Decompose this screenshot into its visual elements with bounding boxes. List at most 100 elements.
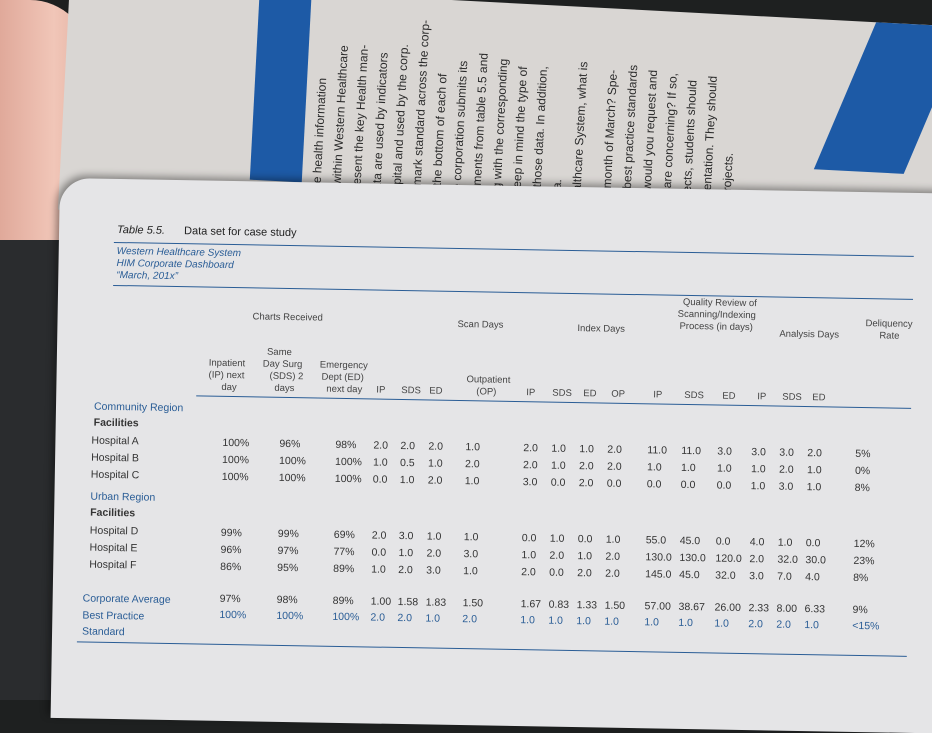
table-cell: 89%	[333, 562, 355, 576]
table-cell: 2.0	[373, 439, 389, 452]
group-quality-1: Quality Review of	[682, 296, 757, 310]
table-cell: 100%	[334, 472, 362, 486]
group-quality-2: Scanning/Indexing	[677, 308, 756, 322]
sub-header-sds: SDS	[782, 391, 802, 403]
table-cell: 45.0	[679, 534, 701, 548]
table-cell: 145.0	[645, 568, 672, 581]
table-cell: 2.0	[807, 447, 823, 460]
previous-page-line: Healthcare System, what is	[568, 61, 591, 208]
table-cell: 11.0	[647, 444, 668, 457]
table-cell: 2.0	[428, 440, 444, 453]
table-cell: 2.0	[605, 550, 621, 563]
table-cell: 96%	[220, 543, 242, 557]
sub-header-ip: IP	[653, 389, 663, 401]
table-cell: 0.0	[371, 546, 387, 559]
table-cell: 1.0	[549, 532, 565, 545]
table-cell: 1.0	[372, 456, 388, 469]
best-practice-cell: 100%	[332, 610, 360, 624]
table-cell: 0.0	[372, 473, 388, 486]
table-cell: 1.0	[806, 464, 822, 477]
table-cell: 0.0	[606, 477, 622, 490]
table-cell: 100%	[222, 453, 250, 467]
avg-cell: 2.33	[748, 602, 770, 615]
previous-page-line: data.	[549, 16, 573, 206]
table-cell: 3.0	[717, 445, 733, 458]
previous-page-line: data are used by indicators	[369, 52, 391, 197]
urban-region-label: Urban Region	[90, 490, 156, 504]
sub-ip-b: (IP) next	[208, 369, 245, 382]
table-cell: 1.0	[550, 459, 566, 472]
table-cell: 130.0	[679, 551, 706, 565]
avg-cell: 1.58	[397, 595, 419, 609]
table-cell: 1.0	[750, 480, 766, 493]
dashboard-name: HIM Corporate Dashboard	[116, 258, 234, 272]
table-cell: 2.0	[549, 549, 565, 562]
group-charts-received: Charts Received	[252, 311, 323, 324]
group-quality-3: Process (in days)	[679, 320, 753, 334]
avg-cell: 0.83	[548, 598, 570, 611]
hospital-name: Hospital F	[89, 558, 137, 572]
table-cell: 77%	[333, 545, 355, 559]
table-cell: 69%	[333, 528, 355, 542]
table-cell: 2.0	[521, 566, 536, 579]
sub-header-sds: SDS	[401, 384, 421, 397]
previous-page-line: chmark standard across the corp-	[409, 19, 433, 199]
table-cell: 32.0	[777, 553, 798, 566]
best-practice-cell: 2.0	[370, 611, 386, 624]
previous-page-line: for those data. In addition,	[528, 65, 551, 206]
table-cell: 86%	[220, 560, 242, 574]
group-delinquency-2: Rate	[879, 330, 900, 342]
avg-cell: 1.67	[520, 598, 542, 611]
table-cell: 2.0	[778, 463, 794, 476]
sub-header-ip: IP	[376, 384, 386, 396]
previous-page-text: the health information s within Western H…	[309, 3, 736, 215]
blue-side-bar	[249, 0, 312, 183]
table-cell: 97%	[277, 544, 299, 558]
table-cell: 0.0	[715, 535, 731, 548]
best-practice-cell: 1.0	[644, 616, 660, 629]
sub-ip-c: day	[221, 381, 237, 394]
community-region-label: Community Region	[93, 400, 184, 415]
sub-op-1: Outpatient	[466, 374, 511, 386]
previous-page-line: that are concerning? If so,	[658, 72, 680, 212]
table-cell: 0%	[854, 464, 871, 478]
previous-page-line: ata would you request and	[638, 69, 661, 211]
sub-ip-a: Inpatient	[208, 357, 246, 370]
hospital-name: Hospital A	[91, 434, 139, 448]
best-practice-cell: <15%	[852, 619, 880, 633]
avg-cell: 97%	[219, 592, 241, 606]
period: “March, 201x”	[116, 269, 179, 283]
avg-cell: 1.50	[462, 597, 484, 610]
best-practice-cell: 100%	[276, 609, 304, 623]
previous-page-line: elements from table 5.5 and	[468, 52, 491, 202]
hospital-name: Hospital B	[91, 451, 140, 465]
table-cell: 0.0	[716, 479, 732, 492]
table-cell: 5%	[855, 447, 871, 461]
avg-cell: 1.33	[576, 599, 598, 612]
best-practice-cell: 2.0	[776, 618, 792, 631]
table-cell: 120.0	[715, 552, 742, 565]
avg-cell: 1.83	[425, 596, 447, 609]
table-number: Table 5.5.	[116, 224, 166, 237]
best-practice-cell: 1.0	[714, 617, 730, 630]
table-cell: 2.0	[749, 553, 765, 566]
table-cell: 3.0	[751, 446, 767, 459]
table-cell: 2.0	[400, 439, 416, 453]
previous-page-line: presentation. They should	[698, 75, 720, 214]
table-cell: 1.0	[716, 462, 732, 475]
group-scan-days: Scan Days	[457, 318, 504, 331]
table-cell: 4.0	[805, 571, 820, 584]
table-cell: 1.0	[463, 531, 479, 544]
table-cell: 100%	[334, 455, 363, 469]
hospital-name: Hospital C	[90, 468, 140, 482]
table-cell: 1.0	[464, 475, 480, 488]
previous-page-line: eir projects.	[718, 152, 736, 216]
sub-header-sds: SDS	[684, 389, 704, 402]
table-cell: 45.0	[679, 568, 700, 582]
table-cell: 2.0	[577, 567, 592, 580]
table-cell: 95%	[277, 561, 299, 575]
best-practice-cell: 100%	[219, 608, 247, 622]
table-cell: 99%	[277, 527, 299, 541]
avg-cell: 9%	[852, 603, 868, 617]
sub-ed-2: Dept (ED)	[321, 371, 364, 384]
